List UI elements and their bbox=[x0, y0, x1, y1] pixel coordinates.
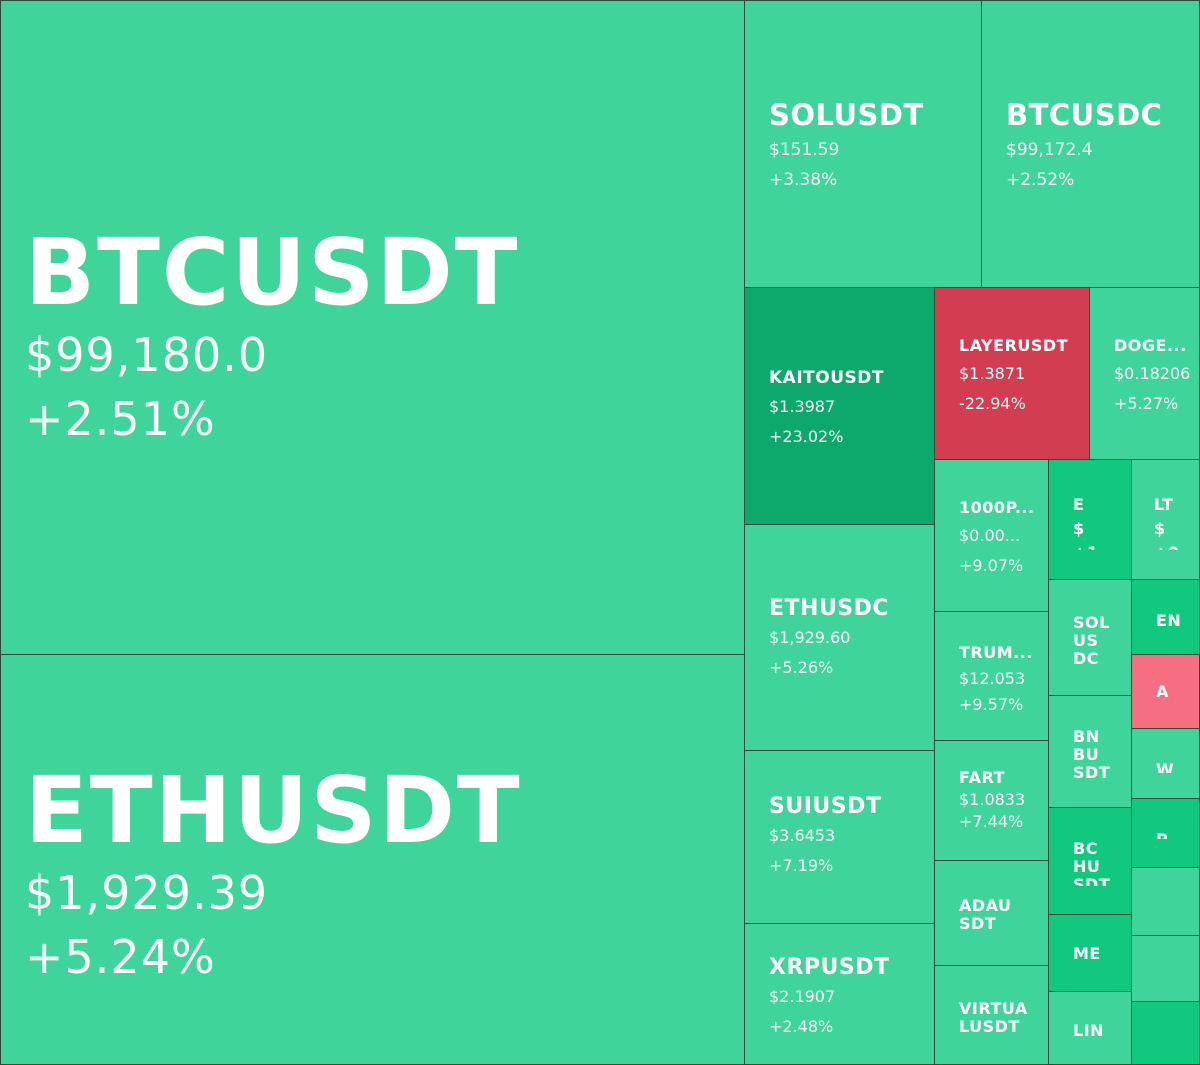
tile-price: $0.00... bbox=[959, 526, 1021, 545]
tile-change: +2.51% bbox=[25, 392, 216, 446]
tile-change: +5.26% bbox=[769, 658, 834, 677]
tile-symbol: LIN bbox=[1073, 1022, 1105, 1040]
tile-symbol: ME bbox=[1073, 945, 1101, 963]
tile-change: +2.48% bbox=[769, 1017, 834, 1036]
tile-symbol: - bbox=[1156, 902, 1197, 908]
tile-ethusdt[interactable]: ETHUSDT $1,929.39 +5.24% bbox=[0, 654, 745, 1065]
tile-price: $1,929.60 bbox=[769, 628, 851, 647]
tile-symbol: ADAUSDT bbox=[959, 897, 1012, 933]
tile-symbol: TRUM... bbox=[959, 643, 1033, 662]
tile-symbol: FART bbox=[959, 768, 1005, 787]
tile-symbol: EN bbox=[1156, 612, 1182, 626]
tile-e[interactable]: E $ +1 bbox=[1048, 459, 1132, 580]
tile-symbol: DOGE... bbox=[1114, 336, 1187, 355]
tile-change: +23.02% bbox=[769, 427, 844, 446]
tile-price: $1.3871 bbox=[959, 364, 1026, 383]
tile-price: $1.0833 bbox=[959, 790, 1026, 809]
tile-price: $1.3987 bbox=[769, 397, 836, 416]
tile-change: +2.52% bbox=[1006, 170, 1075, 190]
tile-price: $1,929.39 bbox=[25, 866, 269, 920]
tile-bnbusdt[interactable]: BNBUSDT bbox=[1048, 695, 1132, 808]
tile-price: $ bbox=[1073, 520, 1085, 538]
tile-price: $2.1907 bbox=[769, 987, 836, 1006]
tile-bchusdt[interactable]: BCHUSDT bbox=[1048, 807, 1132, 915]
tile-symbol: BNBUSDT bbox=[1073, 728, 1111, 782]
tile-symbol: -- bbox=[1156, 968, 1197, 974]
tile-suiusdt[interactable]: SUIUSDT $3.6453 +7.19% bbox=[744, 750, 935, 924]
tile-dot-3[interactable]: -- bbox=[1131, 1001, 1200, 1065]
tile-change: +9.07% bbox=[959, 556, 1024, 575]
tile-symbol: LT bbox=[1154, 496, 1174, 514]
tile-symbol: W bbox=[1156, 761, 1175, 773]
tile-price: $151.59 bbox=[769, 140, 840, 160]
tile-symbol: 1000P... bbox=[959, 498, 1035, 517]
tile-change: +3.38% bbox=[769, 170, 838, 190]
tile-change: +5.27% bbox=[1114, 394, 1179, 413]
tile-symbol: SUIUSDT bbox=[769, 794, 882, 819]
tile-me[interactable]: ME bbox=[1048, 914, 1132, 992]
tile-change: +0 bbox=[1154, 544, 1197, 550]
tile-ethusdc[interactable]: ETHUSDC $1,929.60 +5.26% bbox=[744, 524, 935, 751]
tile-symbol: SOLUSDT bbox=[769, 98, 924, 132]
tile-price: $12.053 bbox=[959, 669, 1026, 688]
tile-symbol: SOLUSDC bbox=[1073, 614, 1110, 668]
tile-change: +5.24% bbox=[25, 930, 216, 984]
tile-symbol: P bbox=[1156, 831, 1197, 839]
tile-symbol: -- bbox=[1156, 1032, 1197, 1040]
tile-price: $0.18206 bbox=[1114, 364, 1191, 383]
tile-en[interactable]: EN bbox=[1131, 579, 1200, 655]
tile-symbol: BTCUSDC bbox=[1006, 98, 1163, 132]
tile-a[interactable]: A bbox=[1131, 654, 1200, 729]
tile-symbol: XRPUSDT bbox=[769, 955, 890, 980]
tile-layerusdt[interactable]: LAYERUSDT $1.3871 -22.94% bbox=[934, 287, 1090, 460]
tile-symbol: BTCUSDT bbox=[25, 223, 520, 323]
tile-p[interactable]: P bbox=[1131, 798, 1200, 868]
tile-doge[interactable]: DOGE... $0.18206 +5.27% bbox=[1089, 287, 1200, 460]
tile-w[interactable]: W bbox=[1131, 728, 1200, 799]
tile-change: +7.19% bbox=[769, 856, 834, 875]
tile-virtualusdt[interactable]: VIRTUALUSDT bbox=[934, 965, 1049, 1065]
tile-dot-1[interactable]: - bbox=[1131, 867, 1200, 936]
tile-trump[interactable]: TRUM... $12.053 +9.57% bbox=[934, 611, 1049, 741]
tile-dot-2[interactable]: -- bbox=[1131, 935, 1200, 1002]
tile-price: $ bbox=[1154, 520, 1166, 538]
tile-xrpusdt[interactable]: XRPUSDT $2.1907 +2.48% bbox=[744, 923, 935, 1065]
tile-symbol: E bbox=[1073, 496, 1085, 514]
tile-change: +1 bbox=[1073, 544, 1129, 550]
tile-price: $99,172.4 bbox=[1006, 140, 1093, 160]
tile-solusdt[interactable]: SOLUSDT $151.59 +3.38% bbox=[744, 0, 983, 288]
tile-change: -22.94% bbox=[959, 394, 1026, 413]
tile-solusdc[interactable]: SOLUSDC bbox=[1048, 579, 1132, 696]
tile-1000p[interactable]: 1000P... $0.00... +9.07% bbox=[934, 459, 1049, 612]
tile-adausdt[interactable]: ADAUSDT bbox=[934, 860, 1049, 966]
tile-lt[interactable]: LT $ +0 bbox=[1131, 459, 1200, 580]
tile-price: $3.6453 bbox=[769, 826, 836, 845]
tile-symbol: ETHUSDC bbox=[769, 596, 890, 621]
tile-symbol: BCHUSDT bbox=[1073, 840, 1111, 886]
tile-symbol: VIRTUALUSDT bbox=[959, 1000, 1028, 1036]
tile-kaitousdt[interactable]: KAITOUSDT $1.3987 +23.02% bbox=[744, 287, 935, 525]
tile-fart[interactable]: FART $1.0833 +7.44% bbox=[934, 740, 1049, 861]
tile-btcusdt[interactable]: BTCUSDT $99,180.0 +2.51% bbox=[0, 0, 745, 655]
tile-symbol: A bbox=[1156, 683, 1169, 701]
tile-btcusdc[interactable]: BTCUSDC $99,172.4 +2.52% bbox=[981, 0, 1200, 288]
tile-change: +7.44% bbox=[959, 812, 1024, 831]
tile-price: $99,180.0 bbox=[25, 328, 269, 382]
tile-symbol: ETHUSDT bbox=[25, 761, 522, 861]
tile-symbol: LAYERUSDT bbox=[959, 336, 1069, 355]
tile-change: +9.57% bbox=[959, 695, 1024, 714]
tile-symbol: KAITOUSDT bbox=[769, 368, 884, 388]
tile-lin[interactable]: LIN bbox=[1048, 991, 1132, 1065]
